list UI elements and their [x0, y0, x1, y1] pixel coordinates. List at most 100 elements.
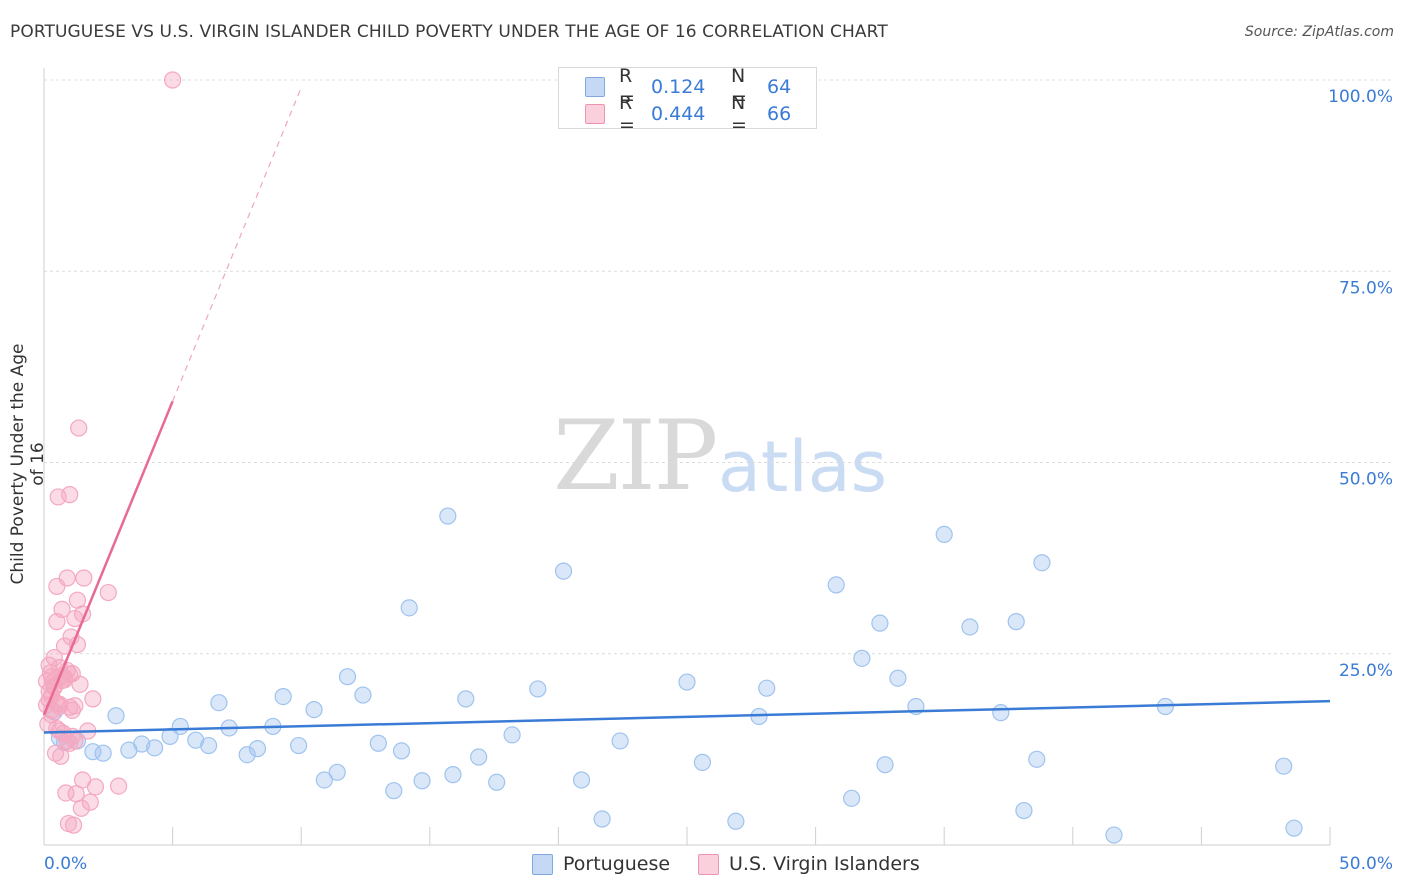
- y-tick-label: 75.0%: [1339, 278, 1393, 298]
- portuguese-point: [727, 812, 745, 830]
- portuguese-point: [1285, 819, 1303, 837]
- portuguese-point: [392, 742, 411, 760]
- bottom-legend-portuguese[interactable]: Portuguese: [532, 852, 670, 876]
- virgin-islander-point: [61, 486, 79, 504]
- portuguese-point: [290, 736, 308, 755]
- virgin-islander-point: [46, 744, 65, 762]
- virgin-islander-point: [45, 648, 63, 667]
- portuguese-point: [572, 771, 591, 789]
- portuguese-point: [328, 763, 346, 781]
- portuguese-point: [678, 673, 696, 691]
- legend-n-label: N =: [731, 65, 747, 109]
- portuguese-point: [457, 690, 475, 708]
- portuguese-point: [853, 649, 871, 667]
- portuguese-point: [369, 734, 387, 752]
- legend-r-value: 0.124: [651, 76, 706, 98]
- portuguese-point: [400, 599, 418, 617]
- portuguese-point: [107, 707, 125, 725]
- portuguese-point: [187, 731, 205, 749]
- portuguese-point: [1105, 826, 1123, 844]
- portuguese-point: [210, 694, 228, 712]
- portuguese-point: [1028, 750, 1046, 768]
- portuguese-point: [145, 739, 164, 757]
- portuguese-point: [961, 618, 979, 636]
- portuguese-point: [315, 771, 333, 789]
- portuguese-point: [305, 700, 323, 719]
- bottom-legend-swatch-virgin-islanders: [698, 853, 719, 875]
- portuguese-point: [439, 507, 457, 525]
- portuguese-point: [758, 679, 776, 697]
- portuguese-point: [171, 717, 189, 736]
- portuguese-point: [529, 680, 547, 698]
- portuguese-point: [1015, 801, 1033, 820]
- portuguese-point: [385, 782, 403, 800]
- portuguese-point: [889, 669, 907, 687]
- virgin-islander-point: [48, 720, 66, 738]
- legend-swatch-virgin-islanders: [585, 104, 605, 124]
- portuguese-point: [593, 810, 611, 828]
- legend-n-value: 64: [767, 76, 792, 98]
- portuguese-point: [554, 562, 573, 580]
- virgin-islander-trend-extension: [172, 87, 302, 402]
- bottom-legend-label-virgin-islanders: U.S. Virgin Islanders: [729, 853, 920, 875]
- portuguese-point: [992, 704, 1010, 722]
- virgin-islander-point: [81, 793, 99, 811]
- virgin-islander-point: [50, 695, 69, 713]
- virgin-islander-point: [99, 583, 117, 602]
- portuguese-point: [248, 740, 267, 758]
- portuguese-point: [200, 736, 218, 755]
- legend-r-label: R =: [619, 92, 635, 136]
- portuguese-point: [503, 726, 521, 744]
- y-tick-label: 25.0%: [1339, 661, 1393, 681]
- virgin-islander-point: [64, 816, 83, 834]
- virgin-islander-point: [86, 778, 105, 796]
- legend-n-value: 66: [767, 103, 792, 125]
- portuguese-point: [871, 614, 889, 632]
- portuguese-point: [935, 525, 953, 544]
- portuguese-point: [470, 748, 488, 766]
- portuguese-trend-line: [43, 699, 1331, 734]
- portuguese-point: [693, 753, 712, 771]
- virgin-islander-point: [109, 777, 128, 795]
- legend-swatch-portuguese: [585, 77, 605, 97]
- y-tick-label: 100.0%: [1328, 87, 1393, 107]
- virgin-islander-point: [53, 600, 71, 618]
- y-tick-label: 50.0%: [1339, 470, 1393, 490]
- bottom-legend-virgin-islanders[interactable]: U.S. Virgin Islanders: [698, 852, 920, 876]
- virgin-islander-trend-line: [42, 400, 174, 716]
- portuguese-point: [444, 766, 462, 784]
- portuguese-point: [238, 746, 256, 764]
- portuguese-point: [827, 576, 845, 594]
- virgin-islander-point: [84, 690, 102, 708]
- virgin-islander-point: [71, 675, 89, 693]
- chart-title: PORTUGUESE VS U.S. VIRGIN ISLANDER CHILD…: [10, 22, 888, 42]
- virgin-islander-point: [164, 71, 182, 89]
- legend-r-value: 0.444: [651, 103, 706, 125]
- portuguese-point: [1275, 757, 1293, 775]
- bottom-legend-label-portuguese: Portuguese: [563, 853, 671, 875]
- virgin-islander-point: [66, 732, 84, 750]
- portuguese-point: [94, 744, 112, 762]
- portuguese-point: [413, 772, 431, 790]
- virgin-islander-point: [70, 419, 88, 437]
- legend-r-label: R =: [619, 65, 635, 109]
- y-axis-title: Child Poverty Under the Age of 16: [8, 343, 48, 585]
- virgin-islander-point: [75, 569, 93, 587]
- virgin-islander-point: [72, 799, 90, 817]
- virgin-islander-point: [52, 747, 70, 765]
- portuguese-point: [611, 732, 629, 750]
- portuguese-point: [338, 668, 357, 686]
- portuguese-point: [354, 686, 372, 704]
- bottom-legend-swatch-portuguese: [532, 853, 553, 875]
- portuguese-point: [843, 789, 861, 807]
- x-tick-label: 0.0%: [44, 854, 87, 874]
- watermark-atlas: atlas: [718, 426, 888, 508]
- portuguese-point: [1033, 554, 1051, 572]
- legend-n-label: N =: [731, 92, 747, 136]
- portuguese-point: [133, 735, 151, 753]
- source-label: Source: ZipAtlas.com: [1244, 24, 1394, 40]
- watermark-zip: ZIP: [553, 400, 718, 512]
- portuguese-point: [1007, 613, 1025, 631]
- portuguese-point: [274, 687, 292, 706]
